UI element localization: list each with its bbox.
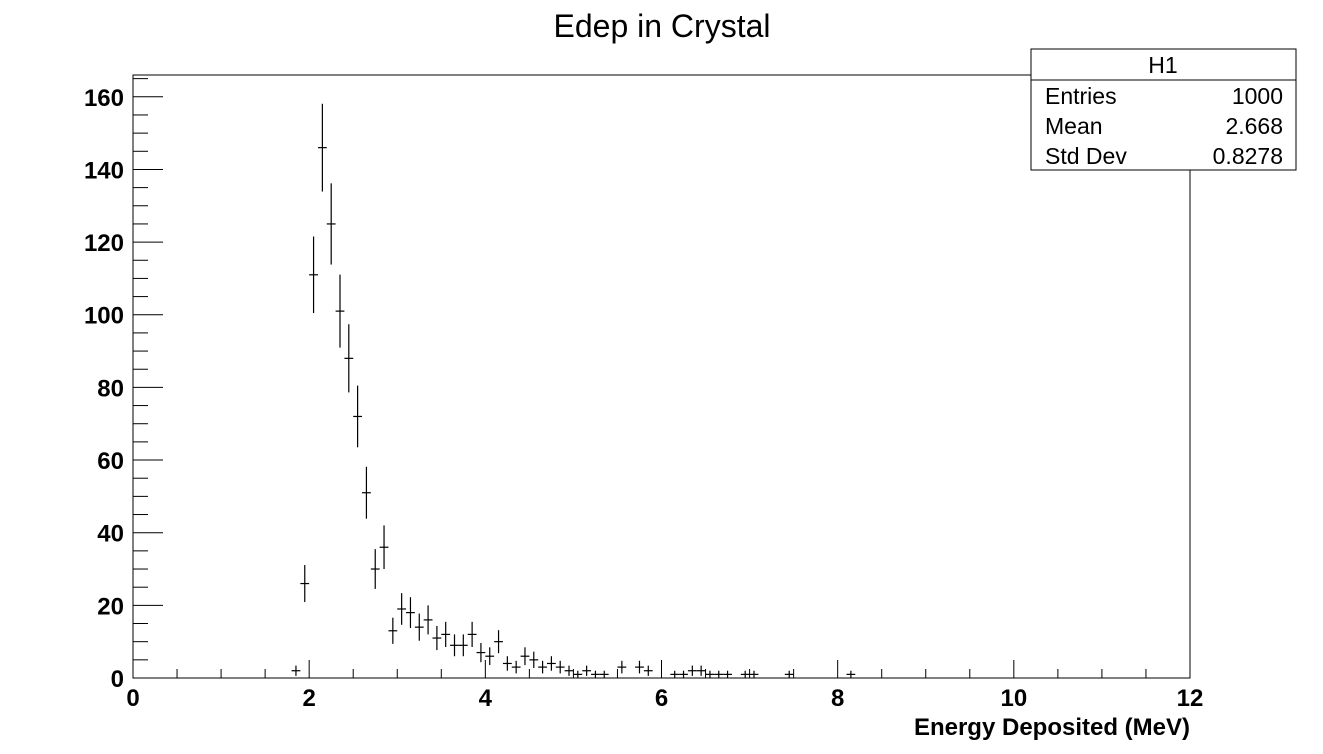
data-point: [546, 656, 556, 671]
y-tick-label: 20: [97, 593, 124, 620]
data-point: [670, 670, 680, 678]
data-point: [520, 647, 530, 666]
data-point: [397, 593, 407, 625]
x-tick-label: 4: [479, 685, 493, 712]
data-point: [362, 466, 371, 519]
data-point: [740, 670, 750, 678]
stats-box-frame: [1030, 48, 1297, 171]
data-point: [291, 665, 301, 676]
data-point: [529, 651, 539, 668]
data-point: [406, 597, 415, 629]
y-tick-label: 40: [97, 521, 124, 548]
stats-mean-value: 2.668: [1225, 113, 1283, 139]
data-point: [370, 549, 380, 589]
data-point: [714, 670, 724, 678]
data-point: [617, 660, 627, 674]
data-point: [441, 621, 451, 647]
data-point: [326, 183, 336, 265]
data-point: [723, 670, 732, 678]
data-point: [317, 103, 327, 192]
y-tick-label: 60: [97, 448, 124, 475]
data-point: [784, 670, 794, 678]
data-point: [599, 670, 609, 678]
data-point: [458, 634, 468, 657]
stats-stddev-label: Std Dev: [1045, 143, 1127, 169]
data-point: [564, 665, 574, 676]
data-point: [353, 385, 363, 448]
stats-entries-label: Entries: [1045, 83, 1117, 109]
x-tick-label: 8: [831, 685, 844, 712]
x-tick-label: 10: [1000, 685, 1027, 712]
stats-stddev-value: 0.8278: [1213, 143, 1283, 169]
data-point: [846, 670, 856, 678]
x-tick-label: 2: [302, 685, 315, 712]
data-point: [467, 621, 477, 647]
data-point: [538, 660, 547, 674]
data-point: [687, 665, 697, 676]
y-tick-label: 160: [84, 85, 124, 112]
data-points: [291, 103, 856, 678]
data-point: [494, 630, 503, 654]
data-point: [335, 274, 345, 348]
data-point: [485, 647, 495, 666]
data-point: [555, 660, 565, 674]
data-point: [635, 660, 644, 674]
data-point: [502, 656, 512, 671]
y-tick-label: 0: [111, 666, 124, 693]
data-point: [414, 613, 424, 641]
data-point: [388, 617, 398, 644]
y-tick-label: 120: [84, 230, 124, 257]
y-tick-label: 80: [97, 375, 124, 402]
data-point: [705, 670, 715, 678]
x-tick-label: 6: [655, 685, 668, 712]
stats-entries-value: 1000: [1232, 83, 1283, 109]
stats-box: H1 Entries 1000 Mean 2.668 Std Dev 0.827…: [1030, 48, 1297, 171]
data-point: [696, 665, 706, 676]
x-axis-title: Energy Deposited (MeV): [914, 714, 1190, 741]
data-point: [573, 670, 583, 678]
data-point: [643, 665, 653, 676]
x-tick-label: 12: [1177, 685, 1204, 712]
data-point: [432, 625, 442, 651]
stats-box-title: H1: [1148, 52, 1177, 78]
data-point: [582, 665, 592, 676]
data-point: [379, 525, 389, 570]
y-tick-label: 140: [84, 157, 124, 184]
x-tick-label: 0: [126, 685, 139, 712]
data-point: [300, 565, 310, 603]
stats-mean-label: Mean: [1045, 113, 1103, 139]
data-point: [591, 670, 600, 678]
data-point: [679, 670, 688, 678]
data-point: [309, 236, 318, 314]
axis-ticks: [132, 78, 1191, 679]
data-point: [476, 642, 486, 663]
y-tick-label: 100: [84, 303, 124, 330]
data-point: [344, 324, 354, 393]
data-point: [749, 670, 759, 678]
data-point: [450, 634, 459, 657]
chart-title: Edep in Crystal: [554, 8, 771, 44]
data-point: [511, 660, 521, 674]
data-point: [423, 605, 433, 635]
